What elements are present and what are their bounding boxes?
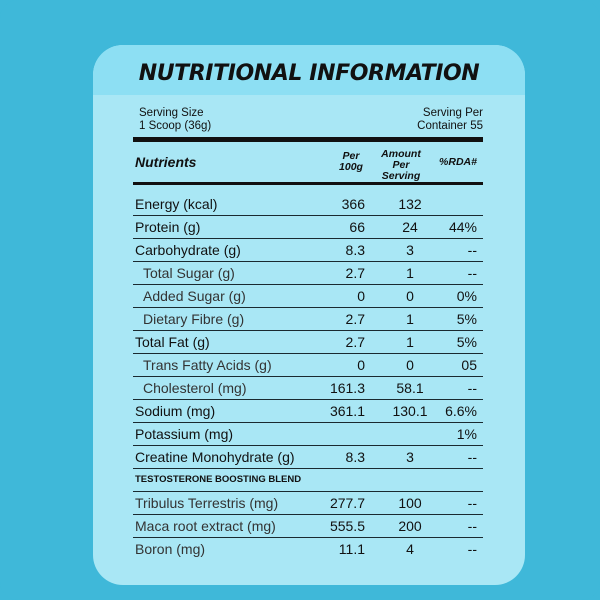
servings-per-container-value: Container 55	[417, 120, 483, 132]
nutrient-row: Potassium (mg) 1%	[133, 422, 483, 446]
nutrient-row: Protein (g) 66 24 44%	[133, 215, 483, 239]
header-rule-bottom	[133, 182, 483, 185]
nutrient-name: Tribulus Terrestris (mg)	[135, 495, 279, 511]
per-100g-header-line2: 100g	[339, 161, 363, 173]
serving-size: Serving Size 1 Scoop (36g)	[139, 107, 211, 133]
per-serving-value: 130.1	[392, 403, 428, 419]
nutrient-name: Carbohydrate (g)	[135, 242, 241, 258]
rda-header: %RDA#	[439, 156, 477, 168]
nutrition-title: NUTRITIONAL INFORMATION	[138, 61, 480, 86]
rda-value: --	[467, 265, 477, 281]
serving-size-value: 1 Scoop (36g)	[139, 120, 212, 132]
nutrient-name: Cholesterol (mg)	[143, 380, 247, 396]
nutrient-name: Total Fat (g)	[135, 334, 210, 350]
nutrient-row: Cholesterol (mg) 161.3 58.1 --	[133, 376, 483, 400]
per-serving-value: 0	[406, 288, 414, 304]
per-serving-value: 58.1	[396, 380, 424, 396]
amount-header-line2: Per	[392, 159, 410, 171]
servings-per-container: Serving Per Container 55	[417, 107, 483, 133]
per-100g-value: 2.7	[345, 334, 365, 350]
nutrient-name: Potassium (mg)	[135, 426, 234, 442]
nutrient-name: Added Sugar (g)	[143, 288, 246, 304]
nutrient-name: Total Sugar (g)	[143, 265, 235, 281]
serving-size-label: Serving Size	[139, 107, 204, 119]
per-serving-value: 3	[406, 242, 414, 258]
nutrition-card: NUTRITIONAL INFORMATION Serving Size 1 S…	[93, 45, 525, 585]
rda-value: 0%	[456, 288, 477, 304]
rda-value: --	[467, 495, 477, 511]
per-100g-value: 8.3	[345, 242, 365, 258]
per-100g-value: 11.1	[338, 541, 365, 557]
per-serving-value: 1	[406, 334, 414, 350]
rda-value: --	[467, 449, 477, 465]
rda-value: 6.6%	[445, 403, 477, 419]
rda-value: 1%	[456, 426, 477, 442]
per-100g-value: 2.7	[345, 265, 365, 281]
header-rule-top	[133, 137, 483, 142]
nutrient-name: Creatine Monohydrate (g)	[135, 449, 295, 465]
nutrient-row: Carbohydrate (g) 8.3 3 --	[133, 238, 483, 262]
rda-value: 05	[461, 357, 477, 373]
nutrient-row: Dietary Fibre (g) 2.7 1 5%	[133, 307, 483, 331]
per-100g-value: 0	[357, 288, 365, 304]
nutrient-name: Trans Fatty Acids (g)	[143, 357, 272, 373]
servings-per-container-label: Serving Per	[422, 107, 483, 119]
rda-value: --	[467, 242, 477, 258]
nutrient-row: Tribulus Terrestris (mg) 277.7 100 --	[133, 491, 483, 515]
amount-header-line1: Amount	[381, 148, 421, 160]
rda-value: 5%	[456, 311, 477, 327]
blend-title-row: TESTOSTERONE BOOSTING BLEND	[133, 468, 483, 492]
per-100g-value: 0	[357, 357, 365, 373]
per-100g-value: 8.3	[345, 449, 365, 465]
per-100g-value: 555.5	[329, 518, 365, 534]
nutrient-name: Maca root extract (mg)	[135, 518, 276, 534]
nutrient-row: Added Sugar (g) 0 0 0%	[133, 284, 483, 308]
per-serving-value: 1	[406, 311, 414, 327]
per-100g-header: Per 100g	[331, 151, 371, 173]
rda-value: --	[467, 380, 477, 396]
nutrient-name: Boron (mg)	[135, 541, 206, 557]
per-serving-value: 3	[406, 449, 414, 465]
nutrient-row: Energy (kcal) 366 132	[133, 192, 483, 216]
per-100g-value: 161.3	[329, 380, 365, 396]
per-serving-value: 100	[398, 495, 422, 511]
nutrients-header: Nutrients	[135, 154, 197, 170]
per-100g-value: 66	[349, 219, 365, 235]
per-100g-value: 277.7	[329, 495, 365, 511]
per-100g-header-line1: Per	[342, 150, 360, 162]
per-100g-value: 361.1	[329, 403, 365, 419]
nutrient-row: Creatine Monohydrate (g) 8.3 3 --	[133, 445, 483, 469]
nutrient-name: Protein (g)	[135, 219, 201, 235]
per-serving-value: 4	[406, 541, 414, 557]
rda-value: --	[467, 518, 477, 534]
nutrient-row: Total Sugar (g) 2.7 1 --	[133, 261, 483, 285]
blend-title: TESTOSTERONE BOOSTING BLEND	[135, 474, 302, 485]
title-band: NUTRITIONAL INFORMATION	[93, 45, 525, 95]
nutrient-row: Sodium (mg) 361.1 130.1 6.6%	[133, 399, 483, 423]
rda-value: 44%	[448, 219, 477, 235]
nutrient-row: Total Fat (g) 2.7 1 5%	[133, 330, 483, 354]
rda-value: 5%	[456, 334, 477, 350]
nutrient-row: Maca root extract (mg) 555.5 200 --	[133, 514, 483, 538]
per-serving-value: 200	[398, 518, 422, 534]
nutrient-row: Trans Fatty Acids (g) 0 0 05	[133, 353, 483, 377]
per-serving-value: 1	[406, 265, 414, 281]
nutrient-row: Boron (mg) 11.1 4 --	[133, 537, 483, 560]
per-100g-value: 366	[341, 196, 365, 212]
nutrient-name: Dietary Fibre (g)	[143, 311, 245, 327]
per-serving-value: 24	[402, 219, 418, 235]
nutrient-name: Energy (kcal)	[135, 196, 218, 212]
amount-header-line3: Serving	[381, 170, 421, 182]
amount-per-serving-header: Amount Per Serving	[371, 149, 431, 182]
rda-value: --	[467, 541, 477, 557]
per-serving-value: 132	[398, 196, 422, 212]
nutrient-name: Sodium (mg)	[135, 403, 216, 419]
per-100g-value: 2.7	[345, 311, 365, 327]
per-serving-value: 0	[406, 357, 414, 373]
